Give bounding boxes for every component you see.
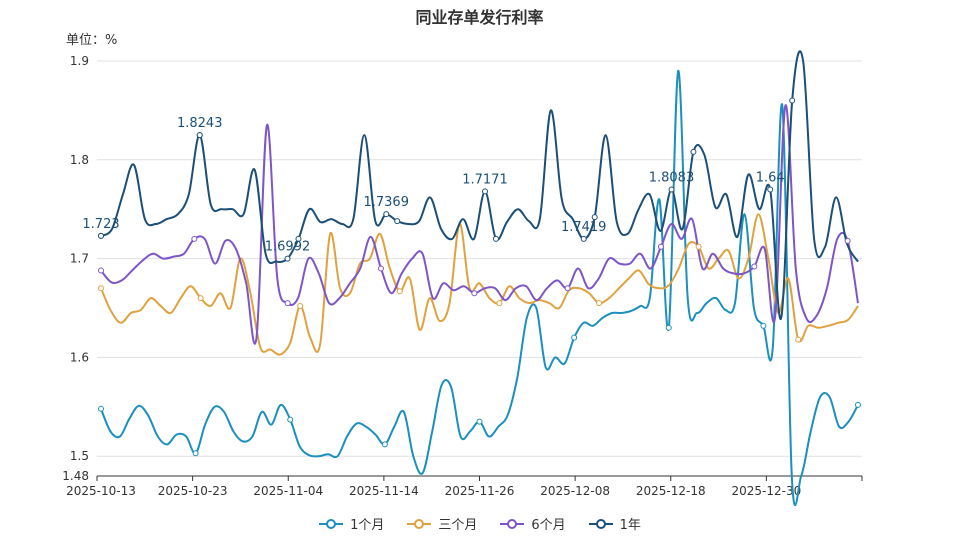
legend-swatch <box>319 518 344 529</box>
legend: 1个月 三个月 6个月 1年 <box>0 514 959 533</box>
y-tick-label: 1.8 <box>70 153 89 167</box>
data-point <box>197 295 204 302</box>
data-point <box>191 235 198 242</box>
data-label: 1.7171 <box>462 172 508 187</box>
data-point <box>591 214 598 221</box>
y-tick-label: 1.48 <box>62 469 89 483</box>
chart-title: 同业存单发行利率 <box>415 8 544 27</box>
data-label: 1.8083 <box>649 170 695 185</box>
x-tick-label: 2025-12-08 <box>540 484 610 498</box>
x-tick-label: 2025-11-26 <box>445 484 515 498</box>
gridlines <box>97 60 862 457</box>
data-point <box>571 334 578 341</box>
data-point <box>844 237 851 244</box>
data-point <box>287 416 294 423</box>
x-tick-label: 2025-12-18 <box>636 484 706 498</box>
line-chart: 1.48 1.5 1.6 1.7 1.8 1.9 2025-10-13 2025-10-23 2… <box>62 50 863 507</box>
data-point <box>98 285 104 292</box>
legend-label: 1个月 <box>350 518 385 533</box>
series-line-1 <box>100 213 859 356</box>
data-point <box>297 303 304 310</box>
data-point <box>665 324 672 331</box>
x-tick-label: 2025-10-23 <box>158 484 228 498</box>
data-point <box>760 322 767 329</box>
x-tick-label: 2025-11-14 <box>349 484 419 498</box>
legend-item[interactable]: 6个月 <box>499 514 566 533</box>
data-point <box>295 235 302 242</box>
data-markers <box>98 97 861 457</box>
annotated-point <box>98 232 104 239</box>
data-point <box>789 97 796 104</box>
annotated-point <box>383 211 390 218</box>
legend-label: 6个月 <box>531 518 566 533</box>
data-point <box>476 418 483 425</box>
data-label: 1.6992 <box>265 240 311 255</box>
annotated-point <box>196 132 203 139</box>
data-point <box>855 401 861 408</box>
annotated-point <box>668 186 675 193</box>
x-tick-label: 2025-12-30 <box>732 484 802 498</box>
series-lines <box>100 50 859 507</box>
data-label: 1.64 <box>756 170 785 185</box>
legend-item[interactable]: 三个月 <box>406 514 477 533</box>
data-point <box>471 290 478 297</box>
series-line-3 <box>100 50 859 320</box>
x-tick-label: 2025-11-04 <box>253 484 323 498</box>
data-point <box>596 300 603 307</box>
data-point <box>496 300 503 307</box>
data-label: 1.723 <box>82 217 119 232</box>
data-point <box>396 288 403 295</box>
y-tick-label: 1.5 <box>70 449 89 463</box>
axes: 1.48 1.5 1.6 1.7 1.8 1.9 2025-10-13 2025-10-23 2… <box>62 54 863 498</box>
data-point <box>795 336 802 343</box>
data-label: 1.8243 <box>177 116 223 131</box>
unit-label: 单位：% <box>66 33 118 48</box>
legend-item[interactable]: 1年 <box>588 514 641 533</box>
data-point <box>377 265 384 272</box>
data-point <box>98 267 104 274</box>
legend-swatch <box>407 518 432 529</box>
annotated-point <box>284 255 291 262</box>
annotated-point <box>767 186 774 193</box>
data-point <box>492 235 499 242</box>
data-label: 1.7419 <box>561 220 607 235</box>
legend-item[interactable]: 1个月 <box>318 514 384 533</box>
data-point <box>98 405 104 412</box>
data-point <box>381 441 388 448</box>
data-point <box>564 285 571 292</box>
y-tick-label: 1.6 <box>70 350 89 364</box>
data-point <box>284 300 291 307</box>
legend-swatch <box>588 518 613 529</box>
data-label: 1.7369 <box>363 195 409 210</box>
data-point <box>657 243 664 250</box>
data-point <box>695 243 702 250</box>
legend-swatch <box>500 518 525 529</box>
legend-label: 三个月 <box>438 518 478 533</box>
x-tick-label: 2025-10-13 <box>66 484 136 498</box>
data-point <box>690 148 697 155</box>
data-point <box>192 450 199 457</box>
data-point <box>751 263 758 270</box>
annotated-point <box>580 235 587 242</box>
annotated-point <box>481 188 488 195</box>
series-line-2 <box>100 104 859 345</box>
series-line-0 <box>100 69 859 507</box>
legend-label: 1年 <box>619 518 641 533</box>
data-point <box>394 218 401 225</box>
y-tick-label: 1.9 <box>70 54 89 68</box>
y-tick-label: 1.7 <box>70 252 89 266</box>
data-labels: 1.723 1.8243 1.6992 1.7369 1.7171 1.7419 1.808… <box>82 116 784 255</box>
